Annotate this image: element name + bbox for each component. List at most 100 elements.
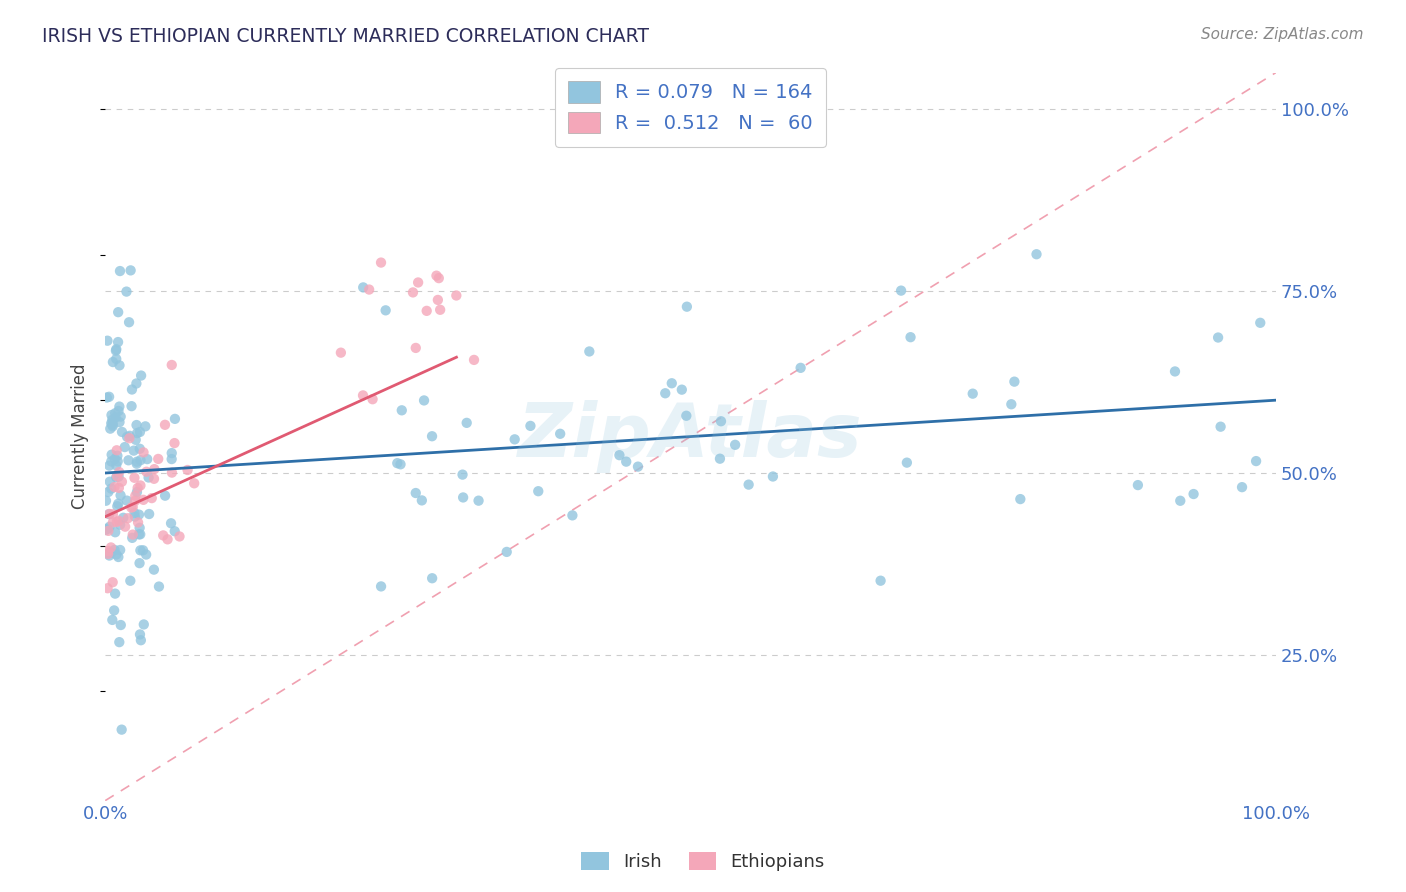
Point bbox=[420, 429, 443, 443]
Point bbox=[101, 419, 124, 434]
Point bbox=[104, 343, 127, 358]
Point bbox=[122, 443, 145, 458]
Point bbox=[391, 403, 413, 417]
Point bbox=[105, 500, 128, 514]
Point bbox=[129, 627, 152, 641]
Point bbox=[153, 489, 176, 503]
Point bbox=[124, 494, 146, 508]
Point bbox=[1002, 375, 1025, 389]
Point bbox=[94, 523, 117, 537]
Point bbox=[128, 442, 150, 456]
Point bbox=[548, 426, 571, 441]
Point bbox=[100, 417, 122, 431]
Point bbox=[98, 422, 121, 436]
Point bbox=[661, 376, 683, 391]
Point bbox=[429, 302, 451, 317]
Point bbox=[104, 410, 127, 425]
Point bbox=[160, 358, 183, 372]
Point bbox=[411, 493, 433, 508]
Point bbox=[125, 485, 148, 500]
Point bbox=[129, 368, 152, 383]
Point bbox=[98, 390, 121, 404]
Point bbox=[125, 457, 148, 471]
Point bbox=[1182, 487, 1205, 501]
Text: ZipAtlas: ZipAtlas bbox=[519, 401, 863, 473]
Point bbox=[115, 430, 138, 444]
Point bbox=[108, 400, 131, 414]
Point bbox=[97, 485, 120, 500]
Point bbox=[115, 493, 138, 508]
Point bbox=[103, 480, 125, 494]
Point bbox=[100, 541, 122, 555]
Point bbox=[103, 603, 125, 617]
Point bbox=[169, 529, 191, 543]
Point bbox=[100, 482, 122, 496]
Point bbox=[108, 635, 131, 649]
Point bbox=[101, 355, 124, 369]
Point bbox=[100, 408, 122, 422]
Point bbox=[129, 453, 152, 467]
Point bbox=[132, 492, 155, 507]
Point bbox=[463, 352, 485, 367]
Point bbox=[163, 412, 186, 426]
Point bbox=[654, 386, 676, 401]
Legend: R = 0.079   N = 164, R =  0.512   N =  60: R = 0.079 N = 164, R = 0.512 N = 60 bbox=[555, 68, 827, 147]
Point bbox=[413, 393, 436, 408]
Point bbox=[402, 285, 425, 300]
Point bbox=[104, 452, 127, 467]
Point bbox=[142, 563, 165, 577]
Point bbox=[415, 303, 437, 318]
Point bbox=[120, 500, 142, 515]
Point bbox=[108, 415, 131, 429]
Point bbox=[709, 451, 731, 466]
Point bbox=[503, 433, 526, 447]
Point bbox=[128, 556, 150, 570]
Point bbox=[118, 429, 141, 443]
Point bbox=[98, 458, 121, 473]
Point bbox=[125, 417, 148, 432]
Point bbox=[110, 488, 132, 502]
Point bbox=[124, 471, 146, 485]
Point bbox=[160, 446, 183, 460]
Point bbox=[101, 613, 124, 627]
Point bbox=[107, 305, 129, 319]
Point bbox=[374, 303, 396, 318]
Point bbox=[105, 469, 128, 483]
Point bbox=[135, 548, 157, 562]
Point bbox=[114, 519, 136, 533]
Point bbox=[456, 416, 478, 430]
Point bbox=[108, 359, 131, 373]
Point bbox=[98, 520, 121, 534]
Point bbox=[609, 448, 631, 462]
Point bbox=[352, 280, 374, 294]
Point bbox=[789, 360, 811, 375]
Point bbox=[100, 448, 122, 462]
Point bbox=[389, 458, 412, 472]
Point bbox=[183, 476, 205, 491]
Point bbox=[124, 489, 146, 503]
Point bbox=[163, 524, 186, 539]
Point bbox=[107, 549, 129, 564]
Point bbox=[114, 440, 136, 454]
Point bbox=[127, 481, 149, 495]
Point bbox=[105, 515, 128, 529]
Point bbox=[115, 285, 138, 299]
Point bbox=[495, 545, 517, 559]
Point bbox=[627, 459, 650, 474]
Point bbox=[962, 386, 984, 401]
Point bbox=[675, 409, 697, 423]
Point bbox=[111, 723, 134, 737]
Point bbox=[107, 334, 129, 349]
Point bbox=[578, 344, 600, 359]
Point bbox=[101, 417, 124, 432]
Point bbox=[108, 517, 131, 532]
Point bbox=[103, 543, 125, 558]
Text: IRISH VS ETHIOPIAN CURRENTLY MARRIED CORRELATION CHART: IRISH VS ETHIOPIAN CURRENTLY MARRIED COR… bbox=[42, 27, 650, 45]
Point bbox=[97, 524, 120, 538]
Point bbox=[451, 467, 474, 482]
Point bbox=[121, 527, 143, 541]
Point bbox=[762, 469, 785, 483]
Point bbox=[121, 531, 143, 545]
Point bbox=[467, 493, 489, 508]
Point bbox=[118, 315, 141, 329]
